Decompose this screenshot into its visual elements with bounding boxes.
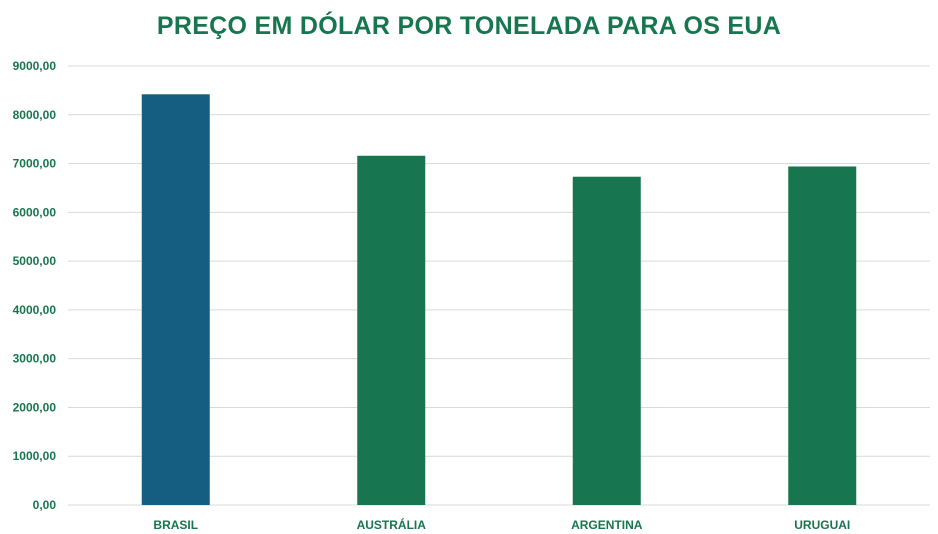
- y-tick-label: 0,00: [33, 498, 57, 512]
- x-category-label: AUSTRÁLIA: [357, 517, 427, 532]
- y-tick-label: 7000,00: [13, 157, 57, 171]
- y-tick-label: 6000,00: [13, 205, 57, 219]
- gridlines: [68, 65, 930, 506]
- chart-title: PREÇO EM DÓLAR POR TONELADA PARA OS EUA: [156, 12, 782, 40]
- bar-argentina: [572, 176, 641, 505]
- x-category-label: URUGUAI: [794, 518, 850, 532]
- bars: [141, 94, 857, 506]
- bar-uruguai: [788, 166, 857, 505]
- y-axis-tick-labels: 0,00 1000,00 2000,00 3000,00 4000,00 5000,00 6…: [13, 59, 57, 512]
- y-tick-label: 9000,00: [13, 59, 57, 73]
- y-tick-label: 4000,00: [13, 303, 57, 317]
- y-tick-label: 5000,00: [13, 254, 57, 268]
- y-tick-label: 2000,00: [13, 400, 57, 414]
- y-tick-label: 8000,00: [13, 108, 57, 122]
- x-category-label: BRASIL: [153, 518, 198, 532]
- x-category-label: ARGENTINA: [571, 518, 643, 532]
- x-axis-category-labels: BRASIL AUSTRÁLIA ARGENTINA URUGUAI: [153, 517, 850, 532]
- y-tick-label: 3000,00: [13, 352, 57, 366]
- y-tick-label: 1000,00: [13, 449, 57, 463]
- bar-austrália: [357, 155, 426, 506]
- bar-brasil: [141, 94, 210, 506]
